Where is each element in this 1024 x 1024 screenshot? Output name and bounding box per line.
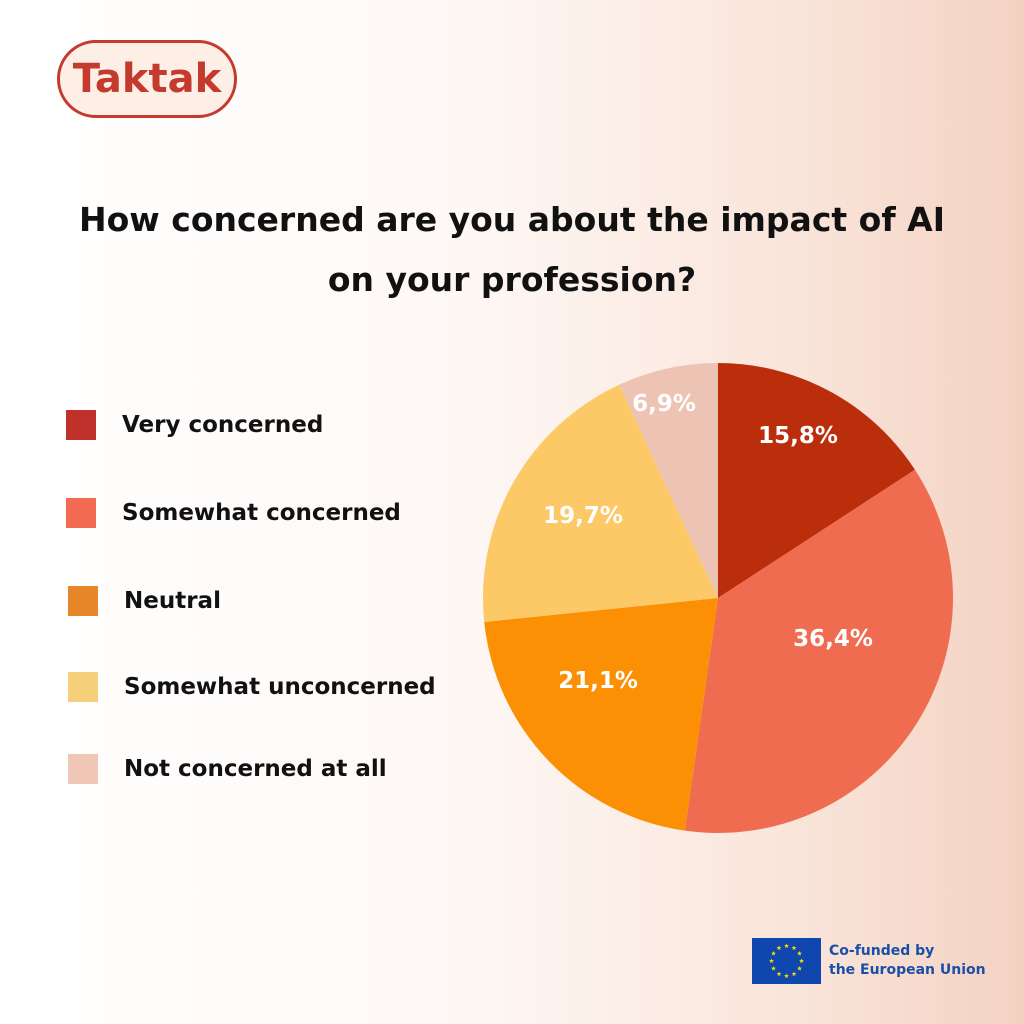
pie-chart: 15,8% 36,4% 21,1% 19,7% 6,9%	[483, 363, 953, 833]
eu-star-icon	[799, 958, 804, 964]
slice-value-label: 15,8%	[758, 423, 838, 449]
legend-item-not-concerned-at-all: Not concerned at all	[68, 754, 387, 784]
eu-cofunded-badge: Co-funded by the European Union	[752, 938, 986, 984]
legend-item-very-concerned: Very concerned	[66, 410, 323, 440]
legend-label: Somewhat concerned	[122, 500, 401, 526]
logo-text: Taktak	[72, 56, 222, 102]
eu-star-icon	[797, 950, 802, 956]
slice-value-label: 19,7%	[543, 503, 623, 529]
legend-item-somewhat-unconcerned: Somewhat unconcerned	[68, 672, 436, 702]
eu-star-icon	[784, 943, 789, 949]
legend-label: Somewhat unconcerned	[124, 674, 436, 700]
pie-slice-not-concerned-at-all	[619, 363, 718, 598]
legend-swatch	[66, 410, 96, 440]
eu-flag-icon	[752, 938, 821, 984]
eu-star-icon	[784, 973, 789, 979]
eu-star-icon	[769, 958, 774, 964]
pie-slice-very-concerned	[718, 363, 915, 598]
chart-title: How concerned are you about the impact o…	[79, 200, 945, 299]
pie-slice-neutral	[484, 598, 718, 831]
eu-star-icon	[776, 971, 782, 977]
eu-star-icon	[791, 971, 797, 977]
eu-text-line2: the European Union	[829, 962, 986, 978]
legend-swatch	[66, 498, 96, 528]
eu-text-line1: Co-funded by	[829, 943, 935, 959]
eu-star-icon	[791, 945, 797, 951]
slice-value-label: 6,9%	[632, 391, 696, 417]
eu-star-icon	[797, 965, 802, 971]
legend-item-somewhat-concerned: Somewhat concerned	[66, 498, 401, 528]
legend-swatch	[68, 586, 98, 616]
legend-swatch	[68, 672, 98, 702]
eu-star-icon	[776, 945, 782, 951]
legend-label: Neutral	[124, 588, 221, 614]
pie-slice-somewhat-unconcerned	[483, 384, 718, 622]
slice-value-label: 36,4%	[793, 626, 873, 652]
legend-label: Very concerned	[122, 412, 324, 438]
taktak-logo: Taktak	[57, 40, 237, 118]
pie-slice-somewhat-concerned	[684, 469, 953, 833]
legend-label: Not concerned at all	[124, 756, 387, 782]
pie-chart-container: 15,8% 36,4% 21,1% 19,7% 6,9%	[460, 345, 980, 855]
eu-star-icon	[771, 950, 776, 956]
legend-item-neutral: Neutral	[68, 586, 221, 616]
slice-value-label: 21,1%	[558, 668, 638, 694]
eu-star-icon	[771, 965, 776, 971]
legend-swatch	[68, 754, 98, 784]
